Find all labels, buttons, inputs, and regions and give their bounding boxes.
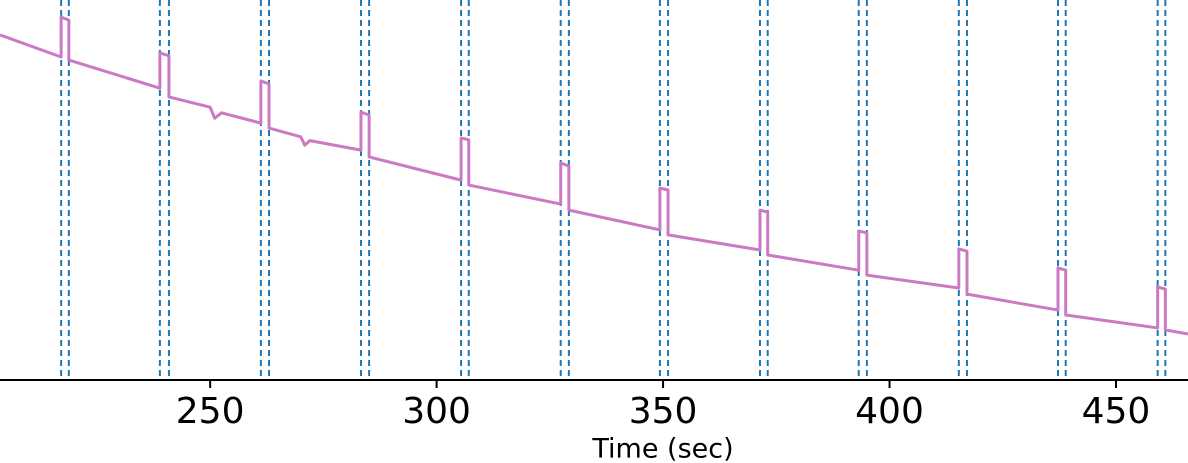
x-tick-label: 300 <box>402 391 471 432</box>
x-tick-label: 350 <box>629 391 698 432</box>
x-tick-label: 450 <box>1082 391 1151 432</box>
data-line <box>0 15 1188 336</box>
x-tick-label: 400 <box>855 391 924 432</box>
x-axis-label: Time (sec) <box>591 434 733 463</box>
x-tick-label: 250 <box>176 391 245 432</box>
